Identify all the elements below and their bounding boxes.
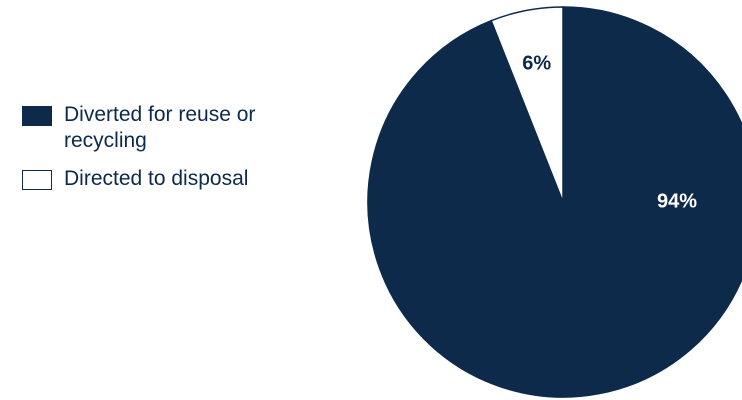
pie-slice-diverted xyxy=(367,6,742,398)
legend-swatch-diverted xyxy=(22,106,52,126)
pie-slice-label-disposal: 6% xyxy=(522,52,551,74)
legend-item-disposal: Directed to disposal xyxy=(22,166,322,192)
legend-label-disposal: Directed to disposal xyxy=(64,167,249,190)
pie-slice-label-diverted: 94% xyxy=(657,190,697,212)
pie-slice-disposal xyxy=(490,6,564,203)
pie-slices xyxy=(367,6,742,398)
legend-swatch-disposal xyxy=(22,170,52,190)
legend-label-diverted: Diverted for reuse or recycling xyxy=(64,103,256,152)
legend-item-diverted: Diverted for reuse or recycling xyxy=(22,102,322,154)
pie-slice-labels: 94% 6% xyxy=(522,52,697,212)
legend: Diverted for reuse or recycling Directed… xyxy=(22,102,322,204)
